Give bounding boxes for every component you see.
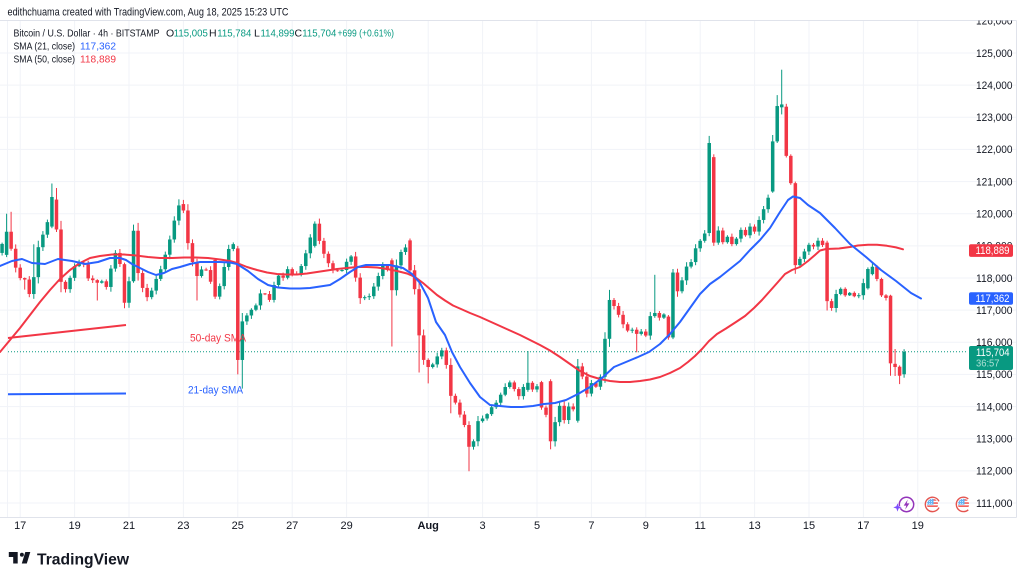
svg-text:5: 5 — [534, 520, 540, 532]
svg-text:7: 7 — [588, 520, 594, 532]
svg-text:O: O — [166, 28, 174, 40]
svg-text:23: 23 — [177, 520, 189, 532]
svg-text:H: H — [209, 28, 217, 40]
svg-text:17: 17 — [857, 520, 869, 532]
svg-text:124,000: 124,000 — [976, 80, 1013, 92]
svg-text:15: 15 — [803, 520, 815, 532]
svg-text:114,899: 114,899 — [261, 28, 295, 40]
svg-text:111,000: 111,000 — [976, 498, 1013, 510]
svg-text:13: 13 — [748, 520, 760, 532]
svg-text:118,000: 118,000 — [976, 273, 1013, 285]
svg-text:25: 25 — [232, 520, 244, 532]
svg-text:27: 27 — [286, 520, 298, 532]
svg-text:113,000: 113,000 — [976, 434, 1013, 446]
svg-text:Bitcoin / U.S. Dollar · 4h · B: Bitcoin / U.S. Dollar · 4h · BITSTAMP — [14, 28, 160, 40]
svg-text:19: 19 — [912, 520, 924, 532]
svg-text:115,784: 115,784 — [217, 28, 251, 40]
svg-text:9: 9 — [643, 520, 649, 532]
svg-text:17: 17 — [14, 520, 26, 532]
svg-text:Aug: Aug — [418, 520, 439, 532]
svg-text:118,889: 118,889 — [976, 245, 1010, 257]
svg-text:118,889: 118,889 — [80, 53, 116, 65]
svg-text:3: 3 — [480, 520, 486, 532]
svg-text:L: L — [254, 28, 260, 40]
svg-text:50-day SMA: 50-day SMA — [190, 333, 247, 345]
svg-text:123,000: 123,000 — [976, 112, 1013, 124]
svg-text:29: 29 — [340, 520, 352, 532]
svg-text:122,000: 122,000 — [976, 144, 1013, 156]
svg-text:121,000: 121,000 — [976, 176, 1013, 188]
svg-text:125,000: 125,000 — [976, 48, 1013, 60]
svg-text:edithchuama created with Tradi: edithchuama created with TradingView.com… — [8, 7, 289, 19]
svg-text:36:57: 36:57 — [976, 359, 1000, 370]
svg-text:115,005: 115,005 — [174, 28, 208, 40]
svg-text:115,704: 115,704 — [302, 28, 336, 40]
svg-text:11: 11 — [694, 520, 705, 532]
svg-text:SMA (21, close): SMA (21, close) — [14, 41, 76, 53]
svg-text:120,000: 120,000 — [976, 209, 1013, 221]
svg-text:115,704: 115,704 — [976, 347, 1010, 359]
svg-text:C: C — [295, 28, 303, 40]
svg-text:112,000: 112,000 — [976, 466, 1013, 478]
svg-text:126,000: 126,000 — [976, 16, 1013, 28]
svg-text:21: 21 — [123, 520, 135, 532]
svg-text:114,000: 114,000 — [976, 401, 1013, 413]
svg-text:TradingView: TradingView — [37, 552, 130, 569]
svg-text:117,000: 117,000 — [976, 305, 1013, 317]
svg-text:117,362: 117,362 — [976, 293, 1010, 305]
svg-text:SMA (50, close): SMA (50, close) — [14, 53, 76, 65]
svg-text:117,362: 117,362 — [80, 41, 116, 53]
svg-text:115,000: 115,000 — [976, 369, 1013, 381]
svg-text:+699 (+0.61%): +699 (+0.61%) — [338, 28, 395, 40]
svg-text:21-day SMA: 21-day SMA — [188, 385, 244, 397]
svg-text:19: 19 — [68, 520, 80, 532]
